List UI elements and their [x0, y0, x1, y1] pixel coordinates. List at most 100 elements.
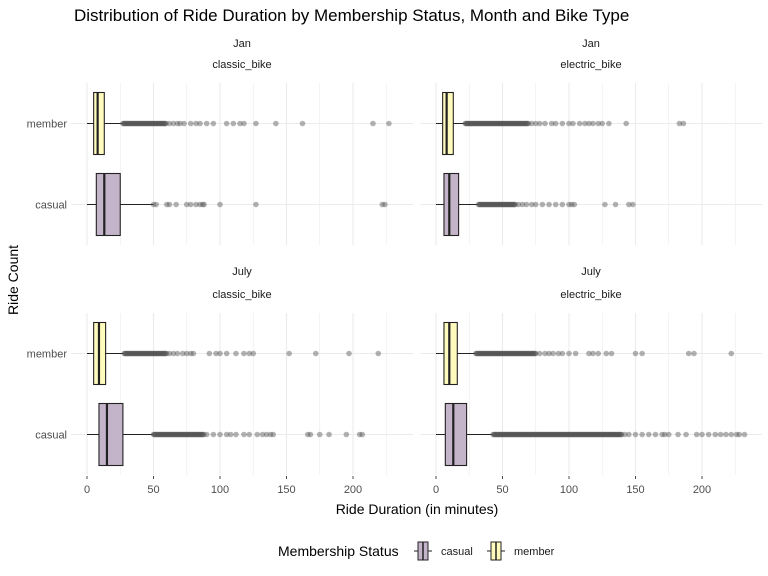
outlier-point [508, 120, 515, 127]
outlier-point [286, 350, 292, 357]
outlier-point [519, 120, 525, 127]
outlier-point [699, 431, 705, 438]
outlier-point [564, 431, 571, 438]
outlier-point [546, 201, 552, 208]
outlier-point [203, 120, 210, 127]
outlier-point [185, 431, 191, 438]
outlier-point [523, 201, 530, 208]
outlier-point [159, 120, 165, 127]
outlier-point [141, 350, 147, 357]
outlier-point [510, 201, 516, 208]
outlier-point [131, 120, 137, 127]
outlier-point [622, 431, 628, 438]
box-iqr [442, 91, 454, 156]
outlier-point [518, 120, 524, 127]
legend-label-member: member [514, 546, 555, 558]
outlier-point [680, 120, 687, 127]
outlier-point [505, 350, 511, 357]
outlier-point [602, 431, 609, 438]
outlier-point [478, 120, 485, 127]
outlier-point [552, 431, 559, 438]
outlier-point [343, 431, 350, 438]
outlier-point [520, 120, 527, 127]
outlier-point [528, 120, 535, 127]
outlier-point [577, 431, 583, 438]
outlier-point [140, 120, 146, 127]
outlier-point [581, 431, 587, 438]
outlier-point [511, 201, 518, 208]
outlier-point [129, 350, 136, 357]
outlier-point [493, 350, 499, 357]
outlier-point [566, 350, 572, 357]
outlier-point [199, 431, 205, 438]
outlier-point [136, 350, 143, 357]
outlier-point [150, 350, 156, 357]
outlier-point [139, 350, 146, 357]
outlier-point [610, 431, 616, 438]
outlier-point [514, 431, 520, 438]
outlier-point [534, 431, 540, 438]
outlier-point [203, 431, 210, 438]
outlier-point [164, 201, 170, 208]
outlier-point [146, 120, 153, 127]
outlier-point [529, 350, 536, 357]
outlier-point [527, 431, 533, 438]
outlier-point [712, 431, 719, 438]
outlier-point [159, 350, 166, 357]
outlier-point [489, 350, 495, 357]
outlier-point [551, 431, 557, 438]
outlier-point [156, 431, 162, 438]
outlier-point [165, 431, 172, 438]
outlier-point [241, 120, 247, 127]
outlier-point [505, 350, 512, 357]
outlier-point [152, 431, 158, 438]
outlier-point [519, 350, 525, 357]
outlier-point [157, 350, 163, 357]
outlier-point [477, 350, 484, 357]
outlier-point [473, 350, 480, 357]
outlier-point [170, 350, 177, 357]
outlier-point [151, 350, 158, 357]
outlier-point [152, 350, 159, 357]
outlier-point [178, 431, 185, 438]
outlier-point [523, 120, 530, 127]
box-iqr [95, 172, 121, 237]
x-tick-label: 200 [693, 484, 711, 496]
outlier-point [598, 431, 604, 438]
outlier-point [494, 201, 500, 208]
x-tick-label: 100 [211, 484, 229, 496]
outlier-point [501, 350, 508, 357]
outlier-point [495, 120, 502, 127]
outlier-point [513, 350, 520, 357]
outlier-point [609, 431, 615, 438]
outlier-point [263, 431, 270, 438]
outlier-point [137, 350, 143, 357]
outlier-point [145, 350, 151, 357]
outlier-point [197, 120, 203, 127]
outlier-point [555, 431, 561, 438]
outlier-point [506, 201, 513, 208]
x-tick-label: 150 [626, 484, 644, 496]
outlier-point [525, 350, 532, 357]
boxplot-casual [436, 172, 636, 237]
outlier-point [464, 120, 471, 127]
outlier-point [482, 120, 489, 127]
outlier-point [189, 431, 196, 438]
outlier-point [150, 201, 157, 208]
outlier-point [515, 431, 521, 438]
x-tick-label: 50 [496, 484, 508, 496]
outlier-point [196, 431, 202, 438]
outlier-point [124, 120, 131, 127]
outlier-point [190, 431, 197, 438]
outlier-point [512, 350, 518, 357]
panel-jan-electric-bike: Jan electric_bike [420, 38, 762, 245]
outlier-point [503, 201, 510, 208]
outlier-point [131, 350, 137, 357]
outlier-point [543, 431, 549, 438]
outlier-point [246, 431, 253, 438]
outlier-point [477, 201, 483, 208]
outlier-point [165, 431, 171, 438]
outlier-point [499, 431, 506, 438]
outlier-point [531, 431, 537, 438]
outlier-point [478, 201, 485, 208]
